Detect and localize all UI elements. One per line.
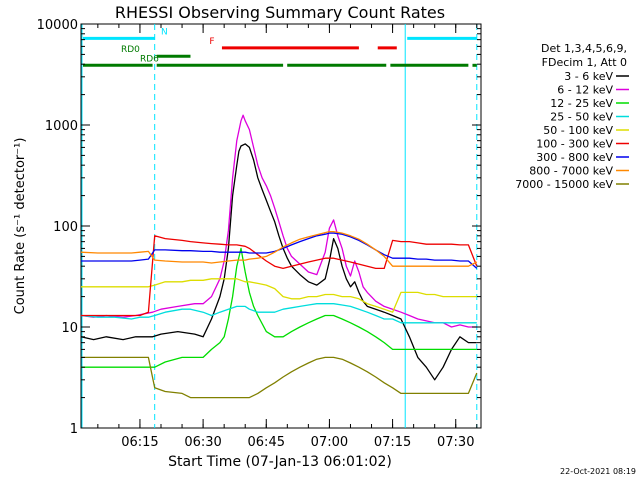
x-tick-label: 07:00 bbox=[311, 435, 348, 450]
y-tick-label: 10 bbox=[61, 321, 78, 336]
series-line-3 bbox=[80, 303, 477, 324]
y-tick-label: 10000 bbox=[37, 18, 78, 33]
x-tick-label: 07:15 bbox=[374, 435, 411, 450]
y-tick-label: 1000 bbox=[45, 119, 78, 134]
x-axis-label: Start Time (07-Jan-13 06:01:02) bbox=[168, 454, 392, 470]
x-tick-label: 06:15 bbox=[121, 435, 158, 450]
series-line-2 bbox=[81, 247, 477, 368]
series-line-5 bbox=[81, 235, 478, 317]
y-tick-label: 100 bbox=[53, 220, 78, 235]
flag-label-rd0: RD0 bbox=[121, 45, 140, 55]
legend-label-5: 100 - 300 keV bbox=[536, 138, 613, 151]
x-axis: 06:15 06:30 06:45 07:00 07:15 07:30 bbox=[97, 24, 478, 450]
series-line-7 bbox=[80, 230, 478, 267]
legend-header-0: Det 1,3,4,5,6,9, bbox=[541, 42, 627, 55]
legend-label-7: 800 - 7000 keV bbox=[529, 165, 613, 178]
flag-label-n: N bbox=[161, 27, 168, 37]
x-tick-label: 06:45 bbox=[248, 435, 285, 450]
legend-label-8: 7000 - 15000 keV bbox=[515, 178, 613, 191]
flag-label-rd6: RD6 bbox=[140, 54, 159, 64]
legend-label-0: 3 - 6 keV bbox=[564, 70, 613, 83]
y-axis-label: Count Rate (s⁻¹ detector⁻¹) bbox=[13, 138, 28, 315]
chart-title: RHESSI Observing Summary Count Rates bbox=[115, 3, 445, 22]
legend-header-1: FDecim 1, Att 0 bbox=[542, 56, 627, 69]
series-line-1 bbox=[80, 114, 477, 328]
x-tick-label: 07:30 bbox=[437, 435, 474, 450]
legend-label-3: 25 - 50 keV bbox=[550, 111, 613, 124]
series-line-0 bbox=[80, 143, 477, 381]
x-tick-label: 06:30 bbox=[184, 435, 221, 450]
series-line-6 bbox=[81, 232, 478, 269]
series-line-4 bbox=[81, 278, 477, 313]
legend-label-1: 6 - 12 keV bbox=[557, 84, 613, 97]
legend: Det 1,3,4,5,6,9,FDecim 1, Att 03 - 6 keV… bbox=[515, 42, 629, 191]
series-lines bbox=[80, 114, 478, 399]
legend-label-2: 12 - 25 keV bbox=[550, 97, 613, 110]
series-line-8 bbox=[81, 356, 478, 399]
legend-label-4: 50 - 100 keV bbox=[543, 124, 613, 137]
legend-label-6: 300 - 800 keV bbox=[536, 151, 613, 164]
timestamp: 22-Oct-2021 08:19 bbox=[560, 467, 636, 476]
flag-label-f: F bbox=[209, 37, 214, 47]
y-tick-label: 1 bbox=[70, 422, 78, 437]
